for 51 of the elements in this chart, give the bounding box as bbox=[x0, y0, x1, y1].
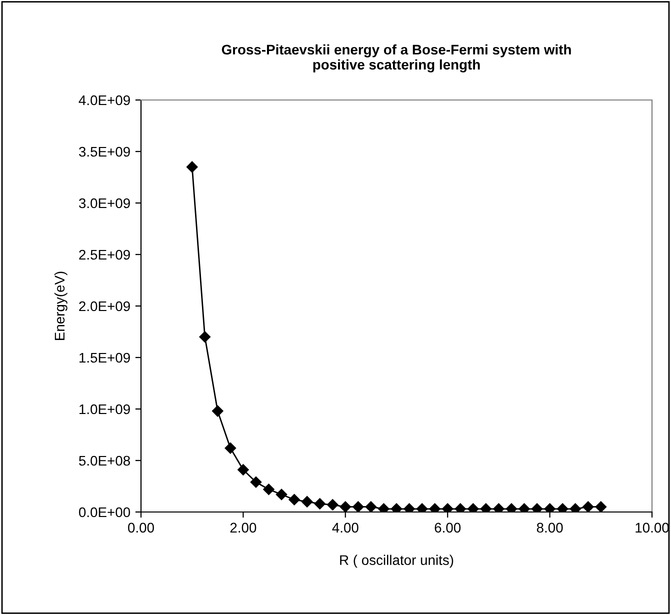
point bbox=[506, 503, 518, 512]
y-tick-label: 2.5E+09 bbox=[79, 250, 130, 260]
point bbox=[442, 503, 454, 512]
point bbox=[199, 331, 210, 343]
point bbox=[224, 442, 236, 454]
point bbox=[340, 501, 352, 512]
x-axis-title: R ( oscillator units) bbox=[340, 554, 454, 568]
point bbox=[314, 498, 326, 510]
point bbox=[378, 503, 390, 512]
chart-title: Gross-Pitaevskii energy of a Bose-Fermi system with positive scattering length bbox=[222, 44, 571, 72]
y-tick-label: 1.5E+09 bbox=[80, 352, 130, 363]
point bbox=[212, 405, 224, 417]
point bbox=[365, 501, 377, 512]
point bbox=[327, 499, 338, 510]
point bbox=[556, 503, 568, 512]
point bbox=[404, 503, 415, 512]
y-tick-label: 3.5E+09 bbox=[78, 146, 130, 157]
point bbox=[186, 161, 198, 173]
point bbox=[582, 501, 594, 512]
y-tick-label: 0.0E+00 bbox=[78, 507, 130, 518]
point bbox=[263, 484, 274, 495]
point bbox=[276, 488, 288, 500]
x-tick-label: 8.00 bbox=[536, 522, 563, 533]
point bbox=[468, 503, 479, 512]
y-axis-title: Energy(eV) bbox=[54, 272, 68, 340]
point bbox=[595, 501, 607, 512]
point bbox=[301, 496, 313, 508]
point bbox=[544, 503, 556, 512]
x-tick-label: 0.00 bbox=[128, 522, 154, 533]
point bbox=[570, 503, 581, 512]
point bbox=[531, 503, 543, 512]
y-tick-label: 3.0E+09 bbox=[78, 198, 130, 208]
y-tick-label: 5.0E+08 bbox=[79, 456, 130, 466]
y-tick-label: 2.0E+09 bbox=[79, 301, 130, 312]
y-tick-label: 4.0E+09 bbox=[78, 95, 130, 106]
point bbox=[518, 503, 530, 512]
point bbox=[454, 503, 466, 512]
point bbox=[493, 503, 504, 512]
x-tick-label: 10.00 bbox=[636, 522, 669, 533]
point bbox=[480, 503, 492, 512]
point bbox=[429, 503, 440, 512]
x-tick-label: 6.00 bbox=[434, 522, 461, 533]
point bbox=[416, 503, 428, 512]
y-tick-label: 1.0E+09 bbox=[80, 404, 130, 414]
point bbox=[352, 501, 364, 512]
x-tick-label: 4.00 bbox=[332, 522, 358, 533]
point bbox=[250, 476, 262, 488]
point bbox=[390, 503, 402, 512]
x-tick-label: 2.00 bbox=[230, 522, 256, 533]
point bbox=[238, 464, 249, 476]
point bbox=[288, 494, 300, 506]
